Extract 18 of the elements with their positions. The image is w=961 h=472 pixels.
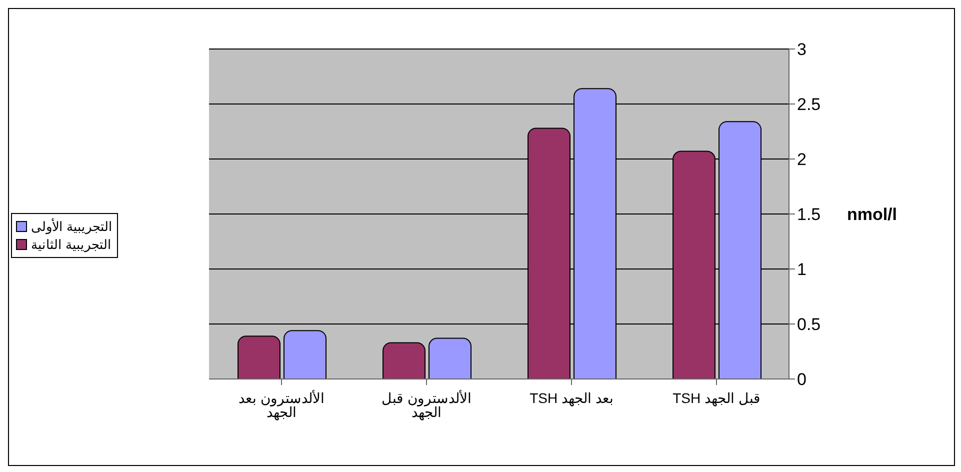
bar — [382, 342, 426, 379]
y-tick-label: 0.5 — [797, 315, 821, 334]
y-tick-label: 3 — [797, 40, 806, 60]
y-axis-title: nmol/l — [846, 205, 897, 224]
x-tick-label: TSH قبل الجهد — [672, 390, 760, 407]
x-tick-label: الألدسترون قبل الجهد — [382, 388, 472, 421]
x-tick-label: TSH بعد الجهد — [530, 390, 614, 407]
legend-label: التجريبية الثانية — [31, 237, 112, 252]
bar — [238, 336, 280, 379]
legend-label: التجريبية الأولى — [31, 219, 113, 234]
bar — [428, 338, 472, 379]
y-tick-label: 1 — [797, 260, 806, 280]
y-tick-label: 1.5 — [797, 205, 821, 224]
y-tick-label: 2 — [797, 150, 806, 170]
bar — [284, 330, 326, 379]
y-tick-label: 0 — [797, 370, 806, 390]
x-tick-label: الألدسترون بعد الجهد — [238, 388, 324, 421]
y-tick-label: 2.5 — [797, 95, 821, 114]
